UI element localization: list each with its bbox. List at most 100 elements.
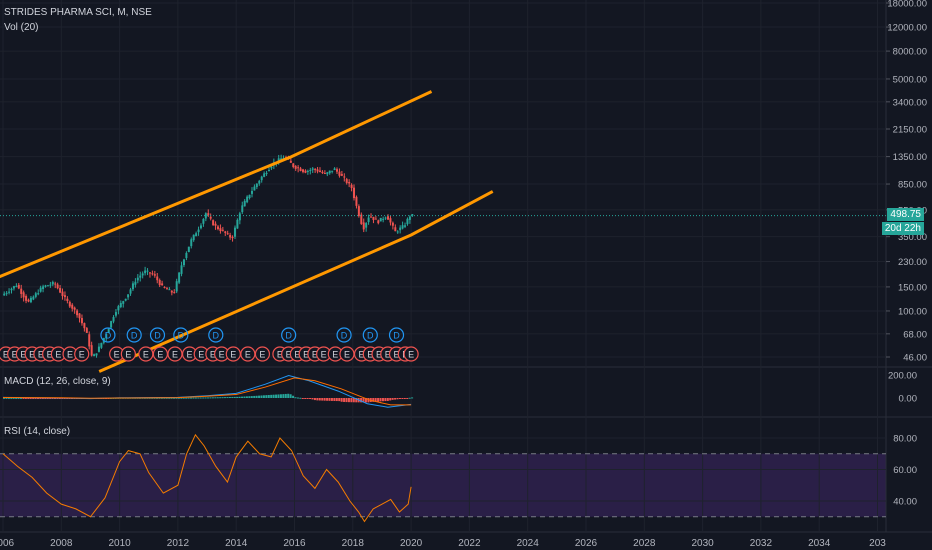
candle-down	[73, 307, 76, 310]
earnings-marker-label: E	[230, 350, 236, 360]
macd-histogram-bar	[24, 398, 27, 399]
earnings-marker[interactable]	[254, 346, 271, 362]
macd-histogram-bar	[306, 398, 309, 399]
x-tick-label: 2012	[167, 538, 190, 549]
macd-histogram-bar	[219, 397, 222, 399]
candle-down	[66, 298, 69, 301]
dividend-marker-label: D	[178, 331, 185, 341]
macd-histogram-bar	[270, 394, 273, 398]
volume-legend[interactable]: Vol (20)	[4, 22, 39, 33]
macd-histogram-bar	[364, 398, 367, 403]
x-tick-label: 2022	[458, 538, 481, 549]
macd-histogram-bar	[22, 398, 25, 399]
macd-histogram-bar	[185, 397, 188, 399]
candle-down	[343, 176, 346, 178]
dividend-marker[interactable]	[388, 327, 405, 343]
candle-up	[277, 158, 280, 162]
macd-histogram-bar	[199, 397, 202, 399]
macd-histogram-bar	[345, 398, 348, 403]
macd-histogram-bar	[248, 396, 251, 398]
candle-down	[340, 174, 343, 176]
candle-down	[170, 290, 173, 293]
dividend-marker[interactable]	[362, 327, 378, 343]
macd-histogram-bar	[190, 397, 193, 399]
macd-histogram-bar	[175, 397, 178, 399]
macd-legend[interactable]: MACD (12, 26, close, 9)	[4, 376, 111, 387]
candle-up	[117, 306, 120, 311]
candle-down	[56, 284, 59, 289]
rsi-legend[interactable]: RSI (14, close)	[4, 426, 71, 437]
dividend-marker[interactable]	[173, 327, 189, 343]
macd-histogram-bar	[17, 397, 20, 399]
earnings-marker-label: E	[3, 350, 9, 360]
y-tick-label: 3400.00	[893, 97, 927, 108]
macd-histogram-bar	[197, 397, 200, 399]
candle-up	[311, 168, 314, 170]
trendline-lower[interactable]	[98, 190, 494, 373]
candle-down	[336, 169, 339, 172]
earnings-marker-label: E	[157, 350, 163, 360]
x-tick-label: 2024	[517, 538, 540, 549]
macd-histogram-bar	[260, 395, 263, 398]
dividend-marker[interactable]	[281, 327, 297, 343]
dividend-marker[interactable]	[336, 327, 352, 343]
candle-up	[46, 285, 49, 287]
candle-up	[250, 191, 253, 194]
macd-histogram-bar	[401, 398, 404, 399]
dividend-marker-label: D	[105, 331, 112, 341]
macd-histogram-bar	[250, 396, 253, 398]
y-tick-label: 100.00	[898, 306, 927, 317]
candle-down	[360, 214, 363, 224]
candle-up	[326, 172, 329, 175]
candle-down	[338, 171, 341, 176]
earnings-marker[interactable]	[120, 346, 136, 362]
candle-up	[328, 170, 331, 174]
candle-up	[202, 219, 205, 224]
dividend-marker[interactable]	[100, 327, 116, 343]
earnings-marker-label: E	[20, 350, 26, 360]
dividend-marker-label: D	[285, 331, 292, 341]
candle-down	[316, 169, 319, 172]
candle-down	[377, 220, 380, 224]
macd-tick-label: 0.00	[899, 394, 918, 405]
candle-up	[185, 252, 188, 258]
candle-up	[131, 283, 134, 290]
candle-up	[134, 281, 137, 285]
macd-histogram-bar	[209, 397, 212, 399]
candle-up	[309, 169, 312, 171]
candle-down	[350, 184, 353, 188]
macd-histogram-bar	[284, 393, 287, 398]
candle-down	[153, 274, 156, 276]
dividend-marker[interactable]	[126, 327, 142, 343]
earnings-marker[interactable]	[74, 346, 90, 362]
y-tick-label: 850.00	[898, 180, 927, 191]
candle-up	[246, 196, 249, 203]
candle-up	[51, 281, 54, 285]
candle-down	[76, 310, 79, 316]
macd-histogram-bar	[338, 398, 341, 402]
candle-up	[44, 285, 47, 287]
candle-down	[389, 218, 392, 223]
dividend-marker[interactable]	[208, 327, 224, 343]
macd-histogram-bar	[224, 397, 227, 399]
macd-histogram-bar	[255, 395, 258, 398]
macd-histogram-bar	[51, 398, 54, 399]
symbol-title[interactable]: STRIDES PHARMA SCI, M, NSE	[4, 7, 152, 18]
macd-histogram-bar	[265, 395, 268, 398]
macd-histogram-bar	[289, 394, 292, 398]
candle-down	[348, 181, 351, 184]
trendline-upper[interactable]	[0, 90, 433, 281]
dividend-marker[interactable]	[149, 327, 166, 343]
candle-up	[197, 229, 200, 233]
earnings-marker[interactable]	[403, 346, 419, 362]
y-tick-label: 68.00	[903, 329, 927, 340]
macd-histogram-bar	[279, 394, 282, 398]
candle-down	[71, 304, 74, 309]
candle-up	[241, 205, 244, 213]
macd-histogram-bar	[277, 394, 280, 398]
macd-histogram-bar	[360, 398, 363, 403]
candle-down	[345, 179, 348, 183]
macd-histogram-bar	[313, 398, 316, 401]
macd-histogram-bar	[333, 398, 336, 401]
